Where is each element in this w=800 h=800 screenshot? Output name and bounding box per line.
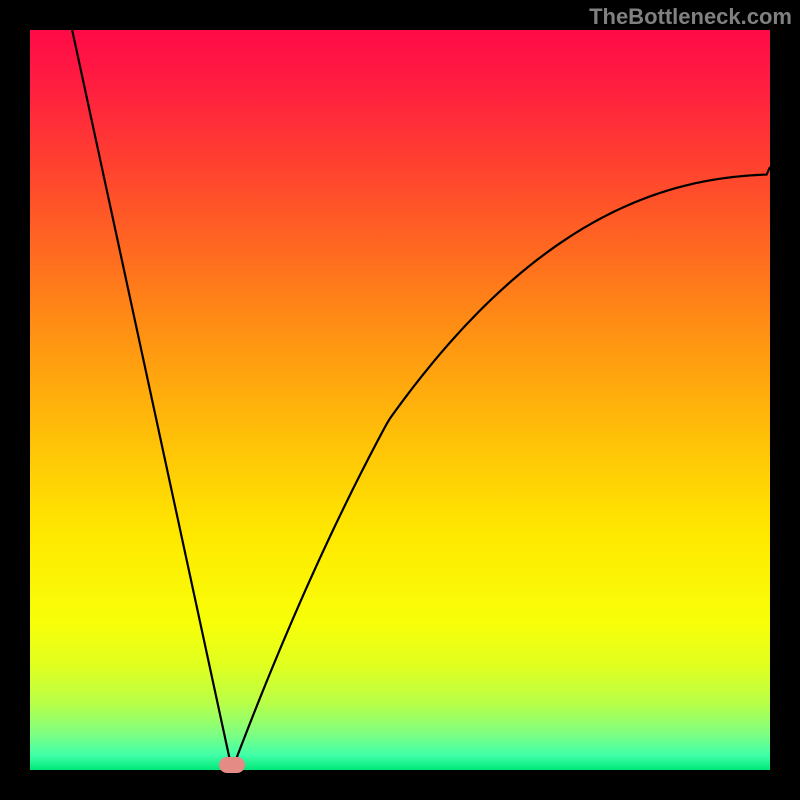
minimum-marker [219, 757, 245, 773]
chart-container: TheBottleneck.com [0, 0, 800, 800]
curve-svg [30, 30, 770, 770]
bottleneck-curve [72, 30, 770, 770]
watermark-text: TheBottleneck.com [589, 4, 792, 30]
plot-area [30, 30, 770, 770]
